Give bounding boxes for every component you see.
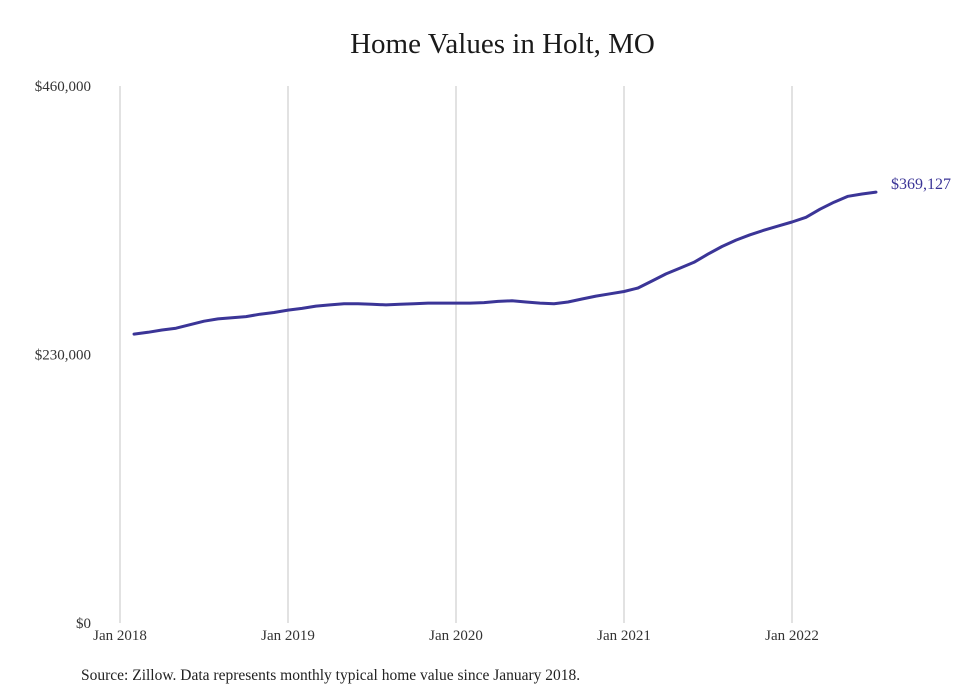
- y-tick-label: $230,000: [35, 348, 91, 364]
- source-note: Source: Zillow. Data represents monthly …: [81, 667, 581, 684]
- x-tick-label: Jan 2018: [93, 628, 147, 644]
- x-tick-label: Jan 2021: [597, 628, 651, 644]
- x-tick-label: Jan 2020: [429, 628, 483, 644]
- y-tick-label: $460,000: [35, 79, 91, 95]
- y-tick-label: $0: [76, 616, 91, 632]
- x-tick-label: Jan 2019: [261, 628, 315, 644]
- x-tick-label: Jan 2022: [765, 628, 819, 644]
- x-axis-ticks: Jan 2018 Jan 2019 Jan 2020 Jan 2021 Jan 2022: [93, 628, 819, 644]
- chart-title: Home Values in Holt, MO: [350, 28, 655, 60]
- gridlines: [119, 86, 793, 623]
- series-line-home-value: [132, 190, 878, 336]
- y-axis-ticks: $0 $230,000 $460,000: [35, 79, 91, 632]
- end-value-label: $369,127: [891, 176, 951, 193]
